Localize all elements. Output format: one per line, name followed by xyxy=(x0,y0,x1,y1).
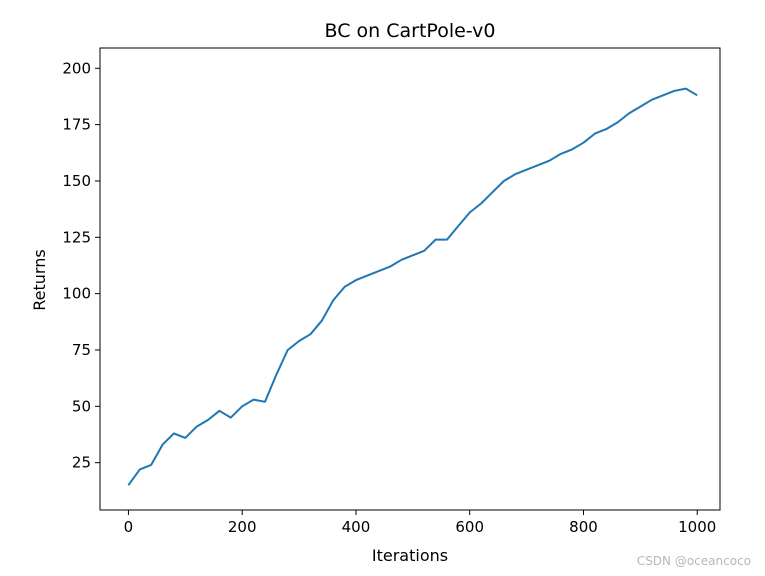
x-axis-label: Iterations xyxy=(372,546,448,565)
y-tick-label: 150 xyxy=(62,172,91,190)
x-tick-label: 600 xyxy=(455,518,484,536)
y-tick-label: 75 xyxy=(72,341,91,359)
x-axis: 0 200 400 600 800 1000 xyxy=(124,510,716,536)
y-axis-label: Returns xyxy=(30,249,49,310)
axes-frame xyxy=(99,47,721,511)
x-tick-label: 0 xyxy=(124,518,134,536)
y-tick-label: 125 xyxy=(62,228,91,246)
y-tick-label: 175 xyxy=(62,116,91,134)
x-tick-label: 800 xyxy=(569,518,598,536)
x-tick-label: 1000 xyxy=(678,518,716,536)
series-line xyxy=(127,87,698,486)
x-tick-label: 200 xyxy=(228,518,257,536)
x-tick-label: 400 xyxy=(342,518,371,536)
y-tick-label: 50 xyxy=(72,397,91,415)
y-tick-label: 25 xyxy=(72,454,91,472)
y-tick-label: 100 xyxy=(62,285,91,303)
watermark: CSDN @oceancoco xyxy=(636,554,751,568)
y-axis: 25 50 75 100 125 150 175 200 xyxy=(62,59,100,472)
plot-area xyxy=(99,47,721,511)
y-tick-label: 200 xyxy=(62,59,91,77)
chart-title: BC on CartPole-v0 xyxy=(325,20,496,42)
